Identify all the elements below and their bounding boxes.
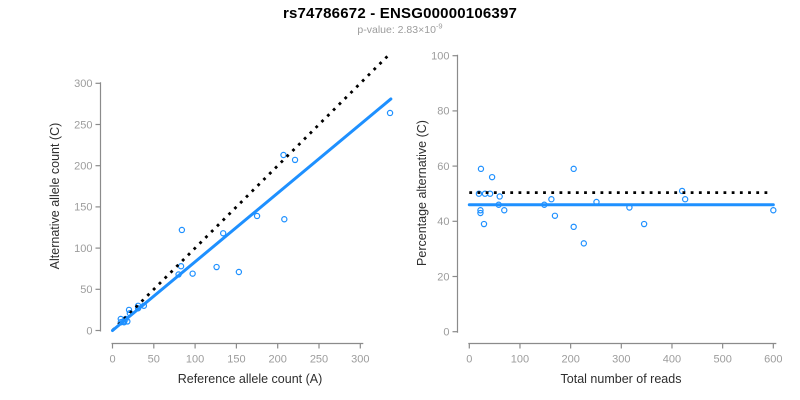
data-point	[770, 207, 777, 214]
data-point	[580, 240, 588, 247]
y-tick-label: 50	[80, 284, 92, 296]
x-tick-label: 200	[561, 354, 579, 366]
x-tick-label: 500	[713, 354, 731, 366]
x-tick-label: 400	[663, 354, 681, 366]
data-point	[253, 212, 261, 220]
x-tick-label: 0	[109, 354, 115, 366]
data-point	[477, 209, 484, 217]
data-point	[178, 226, 186, 234]
p-value-prefix: p-value:	[357, 24, 398, 36]
data-point	[281, 216, 288, 223]
x-tick-label: 300	[351, 354, 369, 366]
figure-title: rs74786672 - ENSG00000106397	[282, 5, 518, 22]
data-point	[570, 223, 577, 231]
left-x-axis-label: Reference allele count (A)	[177, 372, 323, 386]
right-plot: 0 100 200 300 400 500 600 0 20 40 60 80 100	[431, 51, 782, 366]
x-tick-label: 600	[764, 354, 782, 366]
y-tick-label: 300	[74, 78, 92, 90]
y-tick-label: 200	[74, 161, 92, 173]
p-value-mantissa: 2.83	[397, 24, 419, 36]
p-value-exponent: -9	[435, 21, 443, 31]
data-point	[475, 190, 483, 197]
data-point	[125, 306, 133, 314]
right-x-axis-label: Total number of reads	[560, 372, 682, 386]
x-tick-label: 100	[511, 354, 529, 366]
data-point	[280, 151, 287, 159]
x-tick-label: 250	[310, 354, 328, 366]
data-point	[235, 268, 243, 276]
x-tick-label: 100	[186, 354, 204, 366]
fit-line	[111, 97, 393, 332]
data-point	[496, 193, 503, 200]
x-tick-label: 200	[269, 354, 287, 366]
p-value-base: 10	[424, 24, 436, 36]
y-tick-label: 40	[437, 216, 449, 228]
data-point	[570, 165, 577, 173]
y-tick-label: 150	[74, 202, 92, 214]
data-point	[548, 196, 555, 203]
x-tick-label: 300	[612, 354, 630, 366]
expected-line	[111, 51, 392, 332]
data-point	[640, 220, 648, 228]
x-tick-label: 50	[148, 354, 160, 366]
data-point	[681, 196, 689, 203]
data-point	[480, 220, 488, 228]
data-point	[477, 207, 484, 214]
y-tick-label: 100	[431, 51, 449, 63]
y-tick-label: 60	[437, 161, 449, 173]
data-point	[551, 212, 559, 219]
y-tick-label: 20	[437, 271, 449, 283]
data-point	[177, 263, 185, 270]
data-point	[219, 230, 227, 237]
y-tick-label: 100	[74, 243, 92, 255]
data-point	[501, 207, 508, 214]
data-point	[213, 263, 220, 271]
data-point	[477, 165, 485, 173]
x-tick-label: 150	[227, 354, 245, 366]
figure-subtitle: p-value: 2.83×10-9	[0, 21, 800, 36]
y-tick-label: 250	[74, 119, 92, 131]
multiply-symbol: ×	[418, 24, 425, 36]
y-tick-label: 80	[437, 106, 449, 118]
data-point	[386, 109, 394, 117]
data-point	[189, 270, 196, 277]
data-point	[291, 156, 299, 164]
left-plot: 0 50 100 150 200 250 300 0 50 100 150 200 250 300	[74, 51, 394, 366]
x-tick-label: 0	[466, 354, 472, 366]
y-tick-label: 0	[443, 327, 449, 339]
data-point	[678, 187, 686, 195]
data-point	[488, 173, 496, 181]
y-tick-label: 0	[86, 325, 92, 337]
